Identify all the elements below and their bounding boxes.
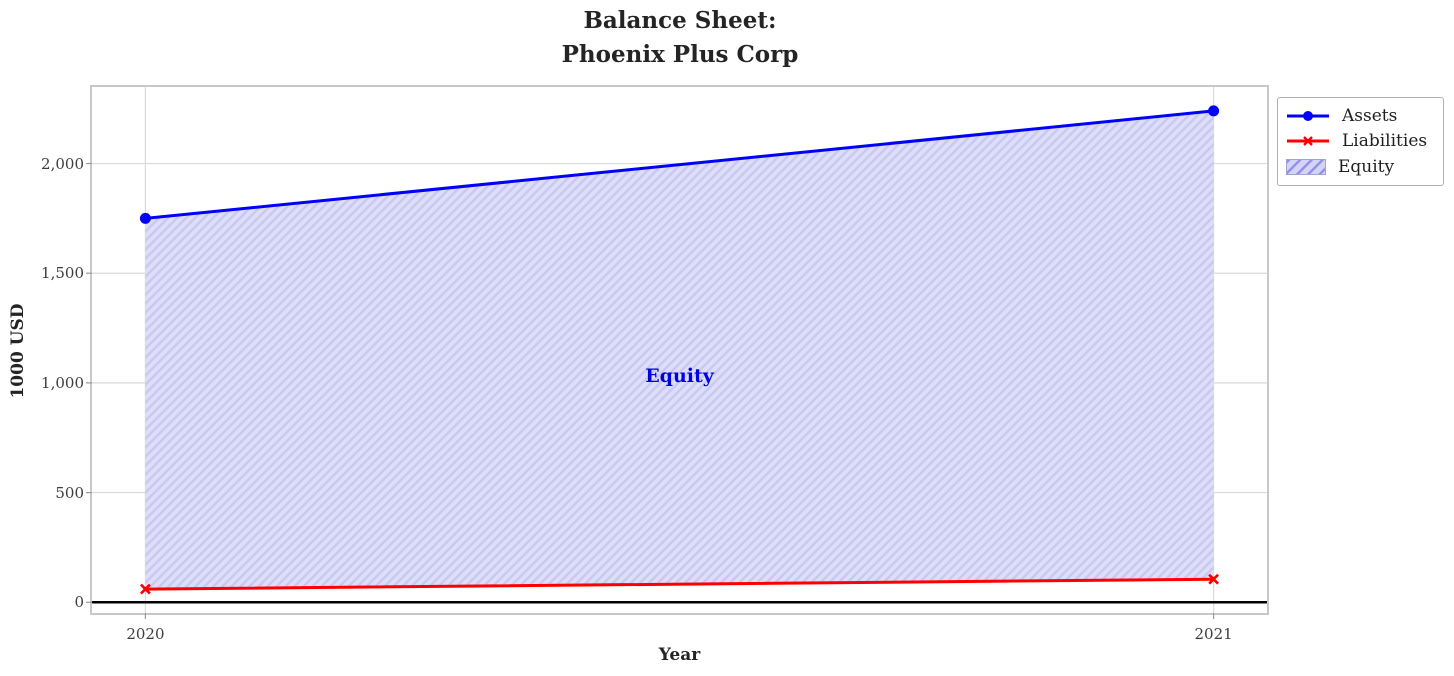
equity-hatch-swatch-icon <box>1286 159 1326 176</box>
legend: Assets Liabilities Equity <box>1277 97 1444 186</box>
y-tick-label: 2,000 <box>41 154 84 173</box>
legend-label-equity: Equity <box>1338 157 1395 178</box>
legend-item-liabilities: Liabilities <box>1286 131 1435 151</box>
plot-area: Equity <box>86 85 1269 619</box>
y-tick-label: 1,000 <box>41 373 84 392</box>
legend-label-assets: Assets <box>1342 105 1398 126</box>
x-tick-label: 2021 <box>1194 625 1233 643</box>
legend-item-assets: Assets <box>1286 106 1435 126</box>
y-axis-label: 1000 USD <box>8 303 28 399</box>
equity-area-label: Equity <box>645 365 714 388</box>
x-tick-label: 2020 <box>126 625 165 643</box>
liabilities-line-icon <box>1287 136 1329 147</box>
y-tick-label: 0 <box>74 593 84 612</box>
legend-label-liabilities: Liabilities <box>1342 131 1428 152</box>
assets-line-icon <box>1287 110 1329 121</box>
chart-title: Balance Sheet: Phoenix Plus Corp <box>561 7 799 68</box>
y-tick-label: 500 <box>55 483 84 502</box>
x-axis-label: Year <box>658 645 701 665</box>
y-tick-label: 1,500 <box>41 264 84 283</box>
plot-svg <box>86 87 1267 619</box>
legend-item-equity: Equity <box>1286 157 1435 177</box>
